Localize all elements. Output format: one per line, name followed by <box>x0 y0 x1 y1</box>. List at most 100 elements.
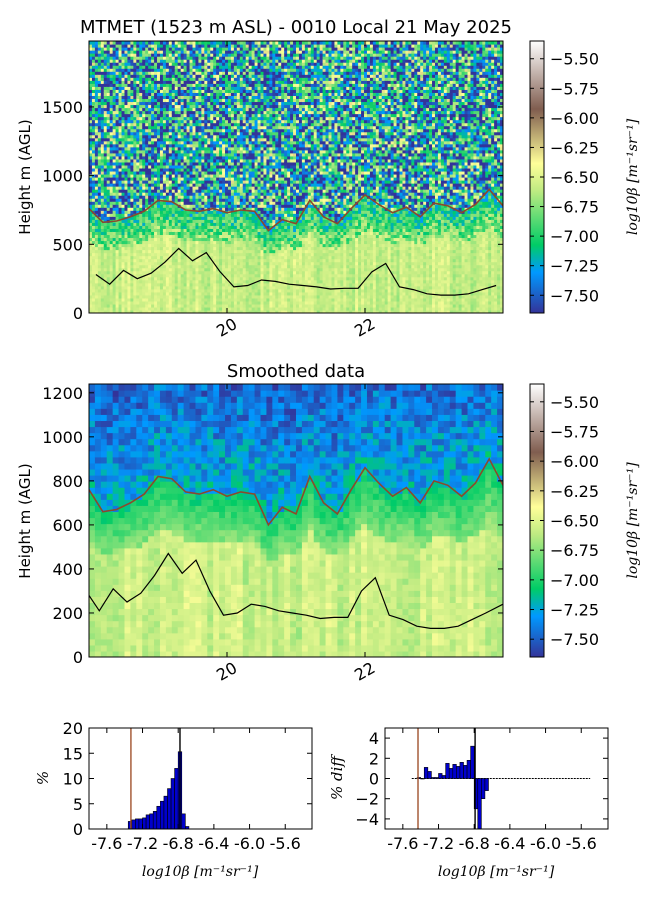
y-tick-label: 4 <box>369 729 379 748</box>
colorbar-tick-label: −5.75 <box>550 79 599 98</box>
y-axis-label: % <box>34 771 52 785</box>
colorbar-tick-label: −5.75 <box>550 422 599 441</box>
x-tick-label: -7.2 <box>423 834 454 853</box>
axis-ticks-histogram: 0 5 10 15 20 -7.6 -7.2 -6.8 -6.4 -6.0 -5.6 <box>63 719 312 853</box>
y-tick-label: 800 <box>52 472 83 491</box>
y-tick-label: 200 <box>52 604 83 623</box>
x-tick-label: -7.2 <box>127 834 158 853</box>
x-tick-label: -6.4 <box>494 834 525 853</box>
histogram-bar <box>416 777 421 779</box>
colorbar-tick-label: −6.25 <box>550 482 599 501</box>
y-tick-label: 600 <box>52 516 83 535</box>
series-lines-smoothed <box>89 457 503 630</box>
colorbar-tick-label: −7.25 <box>550 257 599 276</box>
y-tick-label: 500 <box>52 235 83 254</box>
series-line-lower <box>95 247 497 296</box>
y-tick-label: 400 <box>52 560 83 579</box>
series-lines-raw <box>89 188 503 296</box>
chart-title: Smoothed data <box>227 361 365 382</box>
y-tick-label: 1000 <box>42 428 83 447</box>
x-tick-label: 22 <box>351 314 378 341</box>
series-line-upper <box>89 457 503 527</box>
y-tick-label: 1200 <box>42 384 83 403</box>
colorbar-tick-label: −5.50 <box>550 50 599 69</box>
histogram-bar <box>466 760 471 779</box>
y-tick-label: 0 <box>73 304 83 323</box>
y-axis-label: Height m (AGL) <box>16 463 34 578</box>
y-tick-label: 15 <box>63 744 83 763</box>
x-tick-label: -7.6 <box>91 834 122 853</box>
y-tick-label: 1500 <box>42 98 83 117</box>
histogram-bar <box>145 814 150 830</box>
colorbar-smoothed: −5.50 −5.75 −6.00 −6.25 −6.50 −6.75 −7.00 −7.25… <box>529 383 641 658</box>
x-tick-label: 20 <box>213 314 240 341</box>
colorbar-label: log10β [m⁻¹sr⁻¹] <box>625 118 641 235</box>
histogram-bar <box>160 800 165 830</box>
y-tick-label: 0 <box>73 648 83 667</box>
x-tick-label: -6.8 <box>459 834 490 853</box>
histogram-bar <box>431 777 436 779</box>
histogram-bar <box>135 818 140 830</box>
histogram-bar <box>445 763 450 779</box>
histogram-bar <box>484 778 489 791</box>
colorbar-tick-label: −6.25 <box>550 138 599 157</box>
histogram-bar <box>477 778 482 830</box>
y-tick-label: 5 <box>73 795 83 814</box>
histogram-bar <box>149 813 154 830</box>
x-tick-label: -6.0 <box>530 834 561 853</box>
heatmap-raw <box>89 41 503 313</box>
y-axis-label: % diff <box>328 754 346 800</box>
x-tick-label: -7.6 <box>387 834 418 853</box>
colorbar-raw: −5.50 −5.75 −6.00 −6.25 −6.50 −6.75 −7.00 −7.25… <box>529 40 641 314</box>
histogram-bar <box>481 778 486 800</box>
histogram-bar <box>142 817 147 830</box>
histogram-bar <box>456 766 461 779</box>
colorbar-tick-label: −6.50 <box>550 168 599 187</box>
histogram-bar <box>156 805 161 830</box>
x-tick-label: -5.6 <box>270 834 301 853</box>
histogram-bar <box>470 745 475 779</box>
y-tick-label: 0 <box>73 820 83 839</box>
histogram-bar <box>452 764 457 779</box>
histogram-bar <box>152 811 158 830</box>
histogram-bar <box>423 767 429 779</box>
colorbar-tick-label: −6.50 <box>550 512 599 531</box>
x-axis-label: log10β [m⁻¹sr⁻¹] <box>142 864 259 880</box>
y-tick-label: 20 <box>63 719 83 738</box>
y-axis-label: Height m (AGL) <box>16 119 34 234</box>
series-line-upper <box>89 188 503 232</box>
colorbar-tick-label: −7.50 <box>550 630 599 649</box>
histogram-bar <box>463 765 468 779</box>
chart-title: MTMET (1523 m ASL) - 0010 Local 21 May 2… <box>80 17 512 38</box>
axes-frame <box>88 383 504 658</box>
y-tick-label: −2 <box>355 790 379 809</box>
panel-diff: 42 0−2−4 -7.6 -7.2 -6.8 -6.4 -6.0 -5.6 % diff l… <box>328 727 609 880</box>
histogram-bars <box>127 728 190 830</box>
axes-frame <box>88 40 504 314</box>
histogram-bar <box>163 795 168 830</box>
histogram-bar <box>174 768 179 830</box>
panel-histogram: 0 5 10 15 20 -7.6 -7.2 -6.8 -6.4 -6.0 -5.6 % log10… <box>34 719 313 880</box>
colorbar-tick-label: −7.25 <box>550 601 599 620</box>
x-axis-label: log10β [m⁻¹sr⁻¹] <box>438 864 555 880</box>
colorbar-tick-label: −7.00 <box>550 571 599 590</box>
heatmap-smoothed <box>89 384 503 657</box>
histogram-bar <box>167 788 172 830</box>
x-tick-label: 22 <box>351 658 378 685</box>
histogram-bar <box>434 777 439 779</box>
axis-ticks-diff: 42 0−2−4 -7.6 -7.2 -6.8 -6.4 -6.0 -5.6 <box>355 728 608 853</box>
histogram-bar <box>438 773 443 779</box>
histogram-bar <box>131 819 136 830</box>
series-line-lower <box>89 552 503 630</box>
histogram-bar <box>420 778 425 780</box>
histogram-bar <box>138 818 143 830</box>
histogram-bar <box>427 771 432 779</box>
y-tick-label: 0 <box>369 770 379 789</box>
x-tick-label: -6.0 <box>234 834 265 853</box>
colorbar-tick-label: −6.00 <box>550 109 599 128</box>
histogram-bar <box>441 775 446 779</box>
x-tick-label: -6.8 <box>163 834 194 853</box>
colorbar-tick-label: −7.50 <box>550 286 599 305</box>
